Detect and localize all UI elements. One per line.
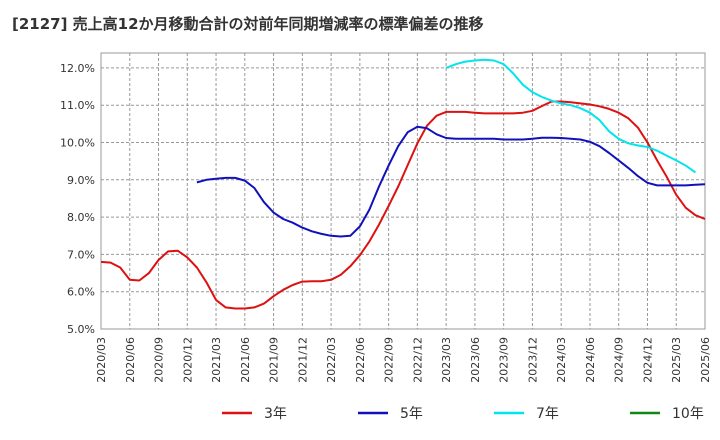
legend-item-3: 7年: [494, 406, 559, 422]
x-tick-label: 2022/03: [325, 337, 338, 383]
y-tick-label: 10.0%: [60, 137, 95, 150]
y-tick-label: 12.0%: [60, 62, 95, 75]
series-layer: [100, 58, 706, 310]
legend-item-4: 10年: [630, 406, 704, 422]
x-tick-label: 2021/06: [239, 337, 252, 383]
x-tick-label: 2025/03: [670, 337, 683, 383]
x-tick-label: 2022/12: [411, 337, 424, 383]
x-tick-label: 2022/09: [383, 337, 396, 383]
legend-item-1: 3年: [222, 406, 287, 422]
y-tick-label: 8.0%: [67, 211, 95, 224]
x-tick-label: 2023/06: [469, 337, 482, 383]
x-tick-label: 2023/12: [526, 337, 539, 383]
x-tick-label: 2020/06: [124, 337, 137, 383]
x-tick-label: 2021/12: [296, 337, 309, 383]
series-line-3: [445, 58, 696, 174]
legend-label: 7年: [536, 406, 559, 422]
x-tick-label: 2020/03: [95, 337, 108, 383]
legend-label: 5年: [400, 406, 423, 422]
legend: 3年 5年 7年 10年: [222, 406, 704, 422]
grid-layer: [100, 52, 706, 330]
x-tick-label: 2021/09: [268, 337, 281, 383]
y-tick-label: 5.0%: [67, 323, 95, 336]
chart-title: [2127] 売上高12か月移動合計の対前年同期増減率の標準偏差の推移: [12, 15, 484, 33]
x-tick-label: 2025/06: [699, 337, 712, 383]
plot-area: [100, 52, 706, 330]
x-tick-label: 2024/09: [613, 337, 626, 383]
x-tick-label: 2021/03: [210, 337, 223, 383]
y-tick-label: 11.0%: [60, 99, 95, 112]
legend-label: 3年: [264, 406, 287, 422]
x-tick-label: 2024/03: [555, 337, 568, 383]
x-tick-label: 2024/12: [641, 337, 654, 383]
y-tick-label: 9.0%: [67, 174, 95, 187]
y-tick-label: 6.0%: [67, 286, 95, 299]
legend-label: 10年: [672, 406, 704, 422]
legend-item-2: 5年: [358, 406, 423, 422]
x-tick-label: 2024/06: [584, 337, 597, 383]
x-tick-label: 2020/12: [181, 337, 194, 383]
x-tick-label: 2023/03: [440, 337, 453, 383]
series-line-1: [100, 100, 706, 310]
series-line-2: [196, 125, 706, 238]
x-tick-label: 2022/06: [354, 337, 367, 383]
x-tick-label: 2023/09: [498, 337, 511, 383]
axis-layer: 5.0% 6.0% 7.0% 8.0% 9.0% 10.0% 11.0% 12.0% 2020/…: [60, 62, 712, 383]
y-tick-label: 7.0%: [67, 248, 95, 261]
x-tick-label: 2020/09: [153, 337, 166, 383]
